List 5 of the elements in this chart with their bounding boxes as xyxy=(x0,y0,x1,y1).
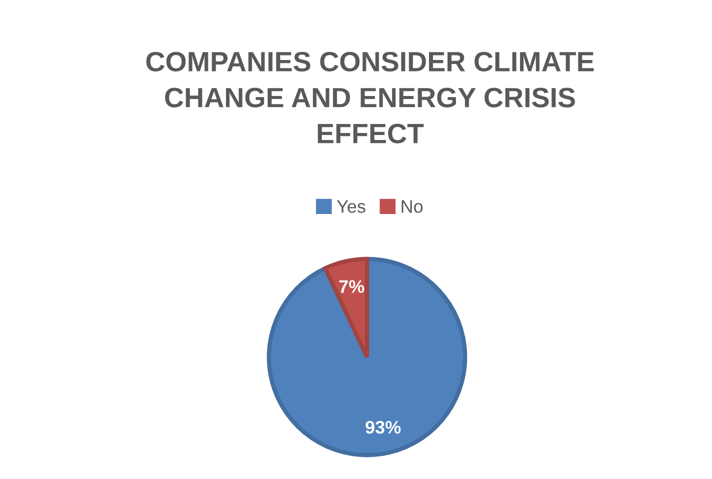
data-label: 93% xyxy=(366,420,401,434)
data-label: 7% xyxy=(339,280,364,293)
chart-title: COMPANIES CONSIDER CLIMATE CHANGE AND ENERGY CRISIS EFFECT xyxy=(146,52,594,144)
legend-label: No xyxy=(402,200,423,213)
legend-label: Yes xyxy=(336,200,366,213)
